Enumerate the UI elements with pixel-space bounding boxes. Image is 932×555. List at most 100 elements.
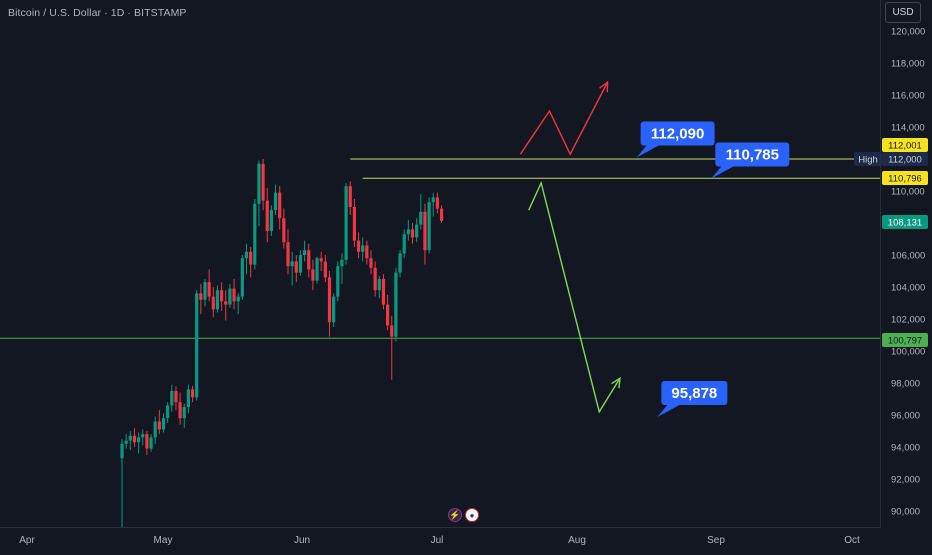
candle-body — [415, 224, 419, 238]
candle — [236, 293, 240, 315]
candle-body — [257, 163, 261, 204]
candle — [323, 255, 327, 283]
candle — [427, 197, 431, 254]
lightning-event-icon[interactable]: ⚡ — [448, 508, 462, 522]
candle — [431, 192, 435, 217]
candle — [215, 285, 220, 313]
candle-body — [166, 405, 170, 419]
candle — [190, 386, 195, 403]
candle-body — [377, 279, 381, 291]
candle — [390, 315, 394, 380]
candle-body — [402, 234, 406, 254]
candle — [406, 219, 410, 241]
candle-body — [278, 192, 282, 219]
callout-box — [715, 142, 790, 167]
candle — [373, 261, 377, 297]
candle-body — [319, 258, 323, 262]
candle-body — [132, 435, 137, 443]
candle-body — [286, 242, 290, 267]
high-tag-label: High — [858, 155, 878, 166]
callout-pointer — [636, 145, 659, 158]
candle — [273, 184, 278, 215]
candle-body — [141, 434, 145, 438]
candle-body — [435, 197, 439, 209]
badge-110796: 110,796 — [882, 171, 928, 185]
price-badge-box — [882, 152, 928, 166]
y-tick-label: 98,000 — [891, 379, 920, 390]
price-badge-label: 110,796 — [888, 174, 922, 185]
y-tick-label: 104,000 — [891, 283, 925, 294]
candle-body — [249, 251, 253, 265]
candle-body — [195, 293, 199, 398]
candle-body — [170, 391, 174, 406]
candle-body — [190, 389, 195, 398]
candle — [439, 205, 444, 223]
y-tick-label: 92,000 — [891, 475, 920, 486]
candle-body — [228, 288, 232, 305]
candle — [203, 279, 207, 307]
candle — [128, 431, 132, 451]
candle — [157, 410, 161, 435]
y-tick-label: 94,000 — [891, 443, 920, 454]
price-badge-box — [882, 215, 928, 229]
callout-pointer — [711, 166, 734, 179]
x-tick-label: Aug — [568, 535, 586, 546]
bullish-scenario-arrow-head — [599, 80, 609, 93]
candle — [261, 159, 265, 211]
candle — [394, 267, 398, 342]
candle — [410, 223, 415, 244]
x-tick-label: Oct — [844, 535, 860, 546]
candle-body — [398, 253, 402, 273]
price-axis-divider — [880, 0, 881, 528]
candle-body — [261, 163, 265, 201]
candle-body — [356, 240, 361, 252]
bullish-scenario-arrow — [519, 81, 609, 156]
candle-body — [373, 267, 377, 291]
candle — [352, 199, 356, 247]
candle — [311, 259, 315, 291]
candle — [419, 194, 423, 230]
bearish-scenario-arrow-head — [611, 376, 621, 389]
candle-body — [406, 229, 410, 235]
candle-body — [369, 258, 373, 268]
y-tick-label: 120,000 — [891, 27, 925, 38]
candle-body — [232, 288, 236, 302]
y-tick-label: 116,000 — [891, 91, 925, 102]
x-tick-label: Jul — [431, 535, 444, 546]
x-tick-label: May — [154, 535, 173, 546]
badge-high: High 112,000 — [854, 152, 928, 166]
candle-body — [423, 211, 427, 251]
candle — [294, 255, 298, 283]
candle-body — [381, 279, 386, 305]
y-tick-label: 90,000 — [891, 507, 920, 518]
candle-body — [128, 435, 132, 441]
candle — [228, 283, 232, 308]
candle-body — [137, 437, 141, 443]
candle-body — [178, 402, 182, 419]
currency-button[interactable]: USD — [885, 2, 921, 23]
candle — [327, 271, 332, 337]
candle-body — [419, 211, 423, 225]
candle — [402, 229, 406, 259]
candle — [344, 183, 348, 265]
y-tick-label: 102,000 — [891, 315, 925, 326]
us-flag-event-icon[interactable]: ● — [465, 508, 479, 522]
candle-body — [203, 282, 207, 300]
price-callout: 112,090 — [636, 121, 715, 158]
candle — [199, 283, 203, 315]
price-badge-label: 112,001 — [888, 141, 922, 152]
x-tick-label: Jun — [294, 535, 310, 546]
candle — [211, 287, 215, 318]
candle — [340, 253, 344, 284]
symbol-title[interactable]: Bitcoin / U.S. Dollar · 1D · BITSTAMP — [8, 7, 187, 19]
candle-body — [294, 261, 298, 273]
candle — [224, 290, 228, 321]
candle-body — [344, 186, 348, 260]
high-tag-box — [854, 152, 882, 166]
candle-body — [390, 325, 394, 337]
price-badge-box — [882, 333, 928, 347]
y-tick-label: 100,000 — [891, 347, 925, 358]
candle — [381, 274, 386, 310]
